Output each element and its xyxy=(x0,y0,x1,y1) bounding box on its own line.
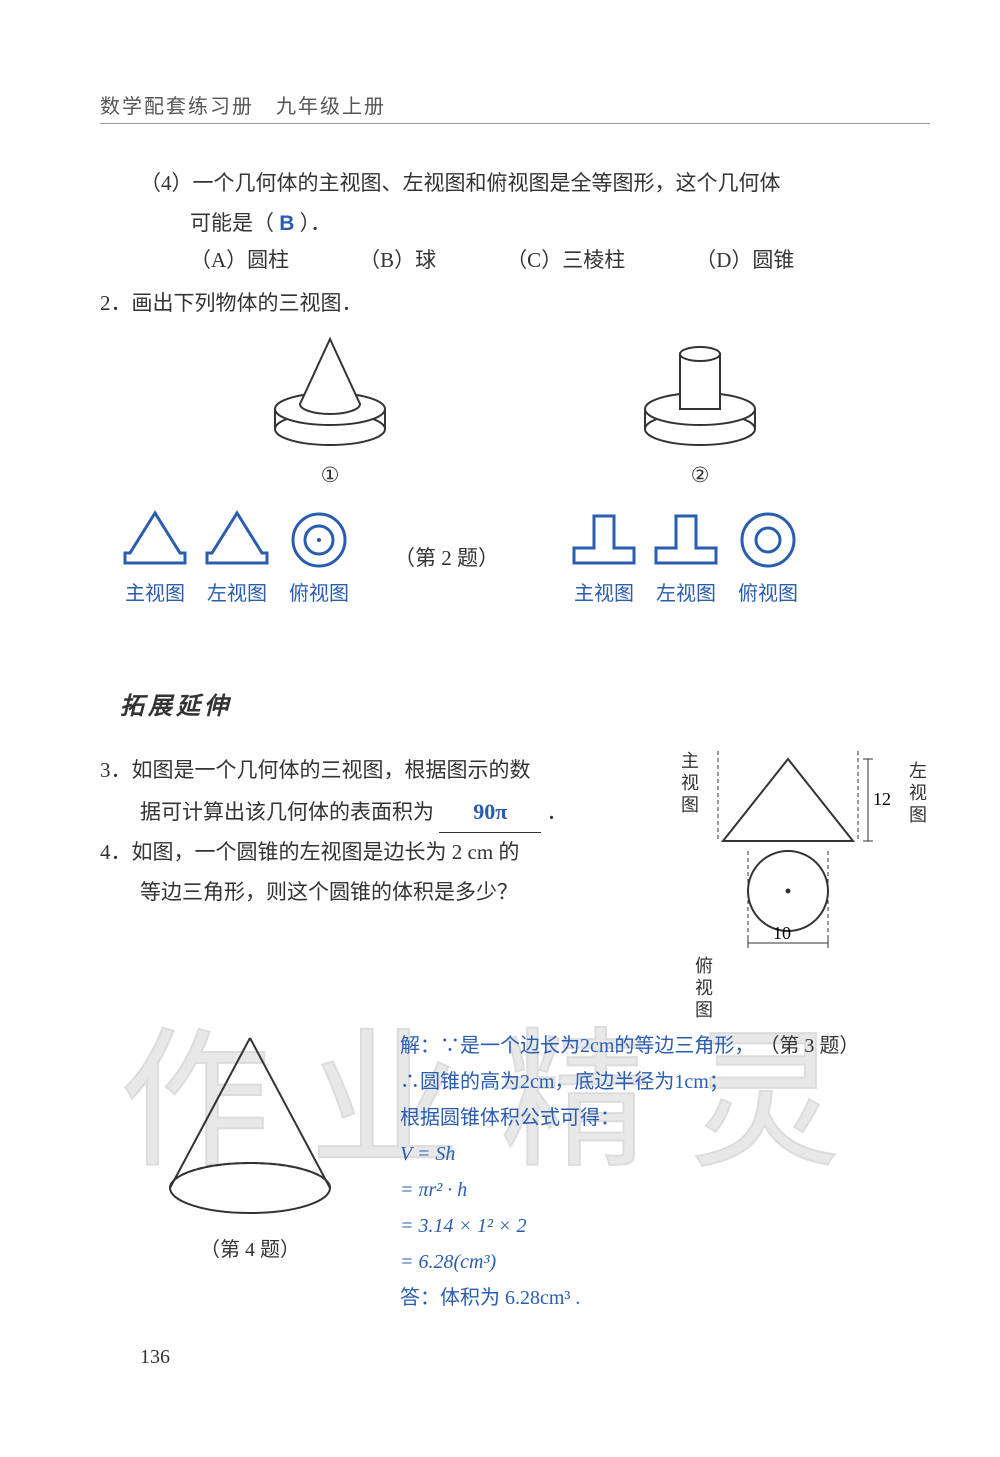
page-number: 136 xyxy=(100,1346,930,1369)
label-top-2: 俯视图 xyxy=(733,577,803,606)
label-main-2: 主视图 xyxy=(569,577,639,606)
q2-2-top-view: 俯视图 xyxy=(733,508,803,606)
option-b: （B）球 xyxy=(359,244,436,274)
q4-figlabel: （第 4 题） xyxy=(100,1233,400,1262)
label-left-2: 左视图 xyxy=(651,577,721,606)
option-d: （D）圆锥 xyxy=(695,244,794,274)
q3-period: ． xyxy=(547,800,568,824)
q1-4-line1: （4）一个几何体的主视图、左视图和俯视图是全等图形，这个几何体 xyxy=(100,164,930,204)
q2-fig1-caption: ① xyxy=(255,463,405,488)
q3-figcap: （第 3 题） xyxy=(759,1035,859,1057)
q2-figures: ① ② xyxy=(100,334,930,488)
q2-fig2: ② xyxy=(625,334,775,488)
q1-4-line2: 可能是（ B ）． xyxy=(100,204,930,244)
page-header: 数学配套练习册 九年级上册 xyxy=(100,90,930,124)
q2-prompt: 2．画出下列物体的三视图． xyxy=(100,284,930,324)
label-left: 左视图 xyxy=(202,577,272,606)
sol-l1: 解：∵是一个边长为2cm的等边三角形， xyxy=(400,1035,754,1057)
q1-4-text-c: ）． xyxy=(300,211,332,235)
sol-l6: = 3.14 × 1² × 2 xyxy=(400,1208,930,1244)
q1-4-answer: B xyxy=(279,212,294,235)
option-c: （C）三棱柱 xyxy=(506,244,625,274)
q3-q4-text: 3．如图是一个几何体的三视图，根据图示的数 据可计算出该几何体的表面积为 90π… xyxy=(100,751,666,956)
q3-line1: 3．如图是一个几何体的三视图，根据图示的数 xyxy=(100,751,666,791)
q4-solution: 解：∵是一个边长为2cm的等边三角形， （第 3 题） ∴圆锥的高为2cm，底边… xyxy=(400,1028,930,1316)
sol-l4: V = Sh xyxy=(400,1136,930,1172)
label-main: 主视图 xyxy=(120,577,190,606)
q2-1-main-view: 主视图 xyxy=(120,508,190,606)
q4-figure: （第 4 题） xyxy=(100,1028,400,1316)
sol-l8: 答：体积为 6.28cm³ . xyxy=(400,1280,930,1316)
q2-2-main-view: 主视图 xyxy=(569,508,639,606)
q3-diagram: 主视图 12 10 左视图 xyxy=(676,751,930,956)
q3-label-main: 主视图 xyxy=(676,751,702,817)
q3-label-top: 俯视图 xyxy=(690,956,716,1022)
q2-1-left-view: 左视图 xyxy=(202,508,272,606)
q1-4-options: （A）圆柱 （B）球 （C）三棱柱 （D）圆锥 xyxy=(100,244,930,274)
q2-fig1: ① xyxy=(255,334,405,488)
sol-l5: = πr² · h xyxy=(400,1172,930,1208)
label-top: 俯视图 xyxy=(284,577,354,606)
q2-1-top-view: 俯视图 xyxy=(284,508,354,606)
sol-l3: 根据圆锥体积公式可得： xyxy=(400,1100,930,1136)
option-a: （A）圆柱 xyxy=(190,244,289,274)
q2-fig2-caption: ② xyxy=(625,463,775,488)
q2-views-row: 主视图 左视图 俯视图 （第 2 题） 主视图 左视图 俯视图 xyxy=(100,508,930,606)
q3-label-left: 左视图 xyxy=(904,761,930,827)
svg-text:12: 12 xyxy=(873,789,891,809)
q3-answer: 90π xyxy=(439,791,541,834)
sol-l7: = 6.28(cm³) xyxy=(400,1244,930,1280)
sol-l2: ∴圆锥的高为2cm，底边半径为1cm； xyxy=(400,1064,930,1100)
section-header: 拓展延伸 xyxy=(120,686,930,721)
q2-midlabel: （第 2 题） xyxy=(394,542,499,572)
svg-text:10: 10 xyxy=(773,923,791,943)
q3-line2: 据可计算出该几何体的表面积为 xyxy=(140,800,434,824)
q4-line2: 等边三角形，则这个圆锥的体积是多少？ xyxy=(100,873,666,913)
q4-line1: 4．如图，一个圆锥的左视图是边长为 2 cm 的 xyxy=(100,833,666,873)
q2-2-left-view: 左视图 xyxy=(651,508,721,606)
q1-4-text-b: 可能是（ xyxy=(190,211,274,235)
